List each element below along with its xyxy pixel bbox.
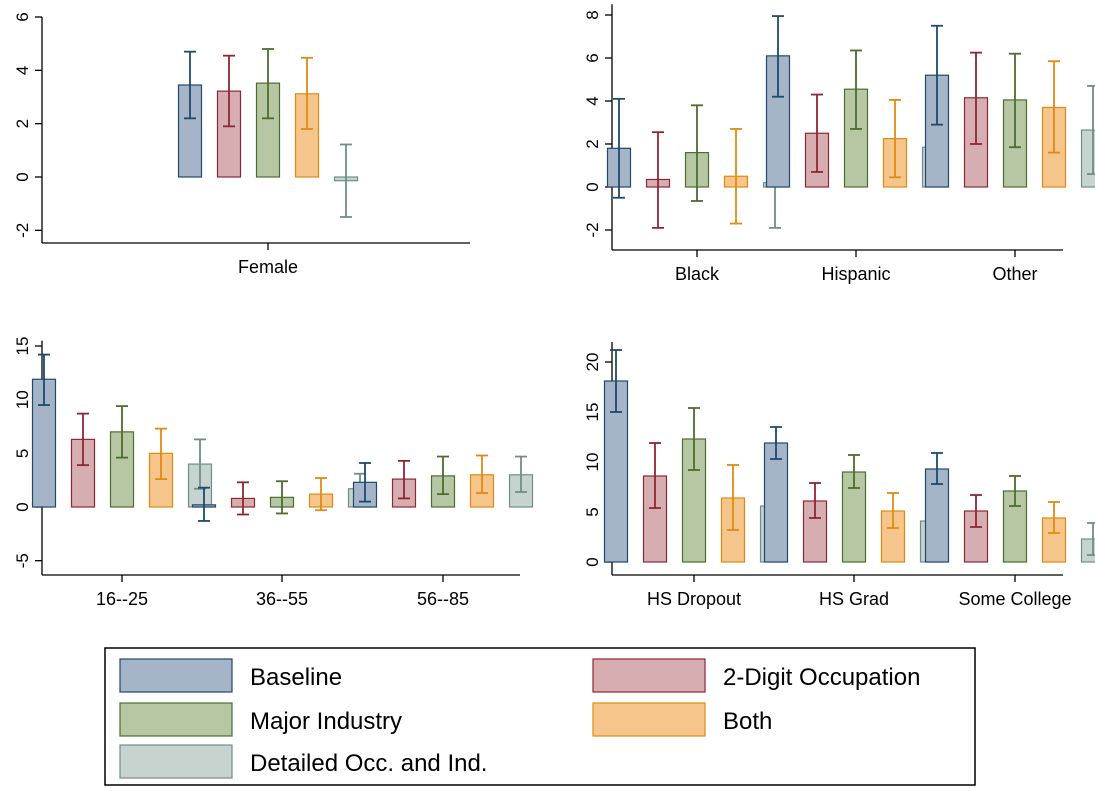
bar-1-0 [763, 442, 789, 563]
legend-label-2: Major Industry [250, 708, 402, 735]
legend-item-2: Major Industry [119, 702, 402, 737]
category-label-2: Some College [958, 589, 1071, 609]
y-tick-label-0: -2 [583, 222, 602, 237]
panel-race: -2 0 2 4 6 8 Black Hispanic Other [583, 4, 1095, 284]
legend-swatch-2 [119, 702, 233, 737]
category-label-2: 56--85 [417, 589, 469, 609]
y-tick-label-2: 2 [583, 139, 602, 148]
legend-swatch-1 [592, 658, 706, 693]
legend-swatch-4 [119, 744, 233, 779]
legend-label-3: Both [723, 708, 772, 735]
y-tick-label-4: 20 [583, 353, 602, 372]
legend-item-0: Baseline [119, 658, 342, 693]
y-tick-label-2: 5 [13, 449, 32, 458]
category-label-0: HS Dropout [647, 589, 741, 609]
y-tick-label-4: 6 [13, 12, 32, 21]
y-tick-label-5: 8 [583, 10, 602, 19]
y-tick-label-0: -2 [13, 223, 32, 238]
y-tick-label-0: -5 [13, 553, 32, 568]
legend-swatch-0 [119, 658, 233, 693]
category-label-1: 36--55 [256, 589, 308, 609]
y-tick-label-3: 4 [583, 96, 602, 105]
legend-label-4: Detailed Occ. and Ind. [250, 750, 487, 777]
legend-item-3: Both [592, 702, 772, 737]
panel-education: 0 5 10 15 20 HS Dropout HS Grad Some College [583, 342, 1095, 609]
category-label-2: Other [992, 264, 1037, 284]
legend-box [104, 647, 976, 786]
panel-female: -2 0 2 4 6 Female [13, 12, 470, 277]
y-tick-label-3: 15 [583, 403, 602, 422]
y-tick-label-1: 5 [583, 507, 602, 516]
legend-label-0: Baseline [250, 664, 342, 691]
y-tick-label-3: 10 [13, 390, 32, 409]
y-tick-label-0: 0 [583, 557, 602, 566]
legend-item-1: 2-Digit Occupation [592, 658, 920, 693]
legend-label-1: 2-Digit Occupation [723, 664, 920, 691]
legend: Baseline 2-Digit Occupation Major Indust… [104, 647, 976, 786]
panel-age: -5 0 5 10 15 16--25 36--55 56--85 [13, 337, 534, 609]
y-tick-label-2: 2 [13, 119, 32, 128]
legend-swatch-3 [592, 702, 706, 737]
category-label-1: HS Grad [819, 589, 889, 609]
y-tick-label-4: 15 [13, 337, 32, 356]
legend-item-4: Detailed Occ. and Ind. [119, 744, 487, 779]
y-tick-label-1: 0 [13, 502, 32, 511]
category-label-1: Hispanic [821, 264, 890, 284]
y-tick-label-1: 0 [13, 172, 32, 181]
category-label-0: 16--25 [96, 589, 148, 609]
y-tick-label-3: 4 [13, 66, 32, 75]
category-label-0: Black [675, 264, 720, 284]
y-tick-label-1: 0 [583, 182, 602, 191]
y-tick-label-4: 6 [583, 53, 602, 62]
category-label-0: Female [238, 257, 298, 277]
y-tick-label-2: 10 [583, 453, 602, 472]
